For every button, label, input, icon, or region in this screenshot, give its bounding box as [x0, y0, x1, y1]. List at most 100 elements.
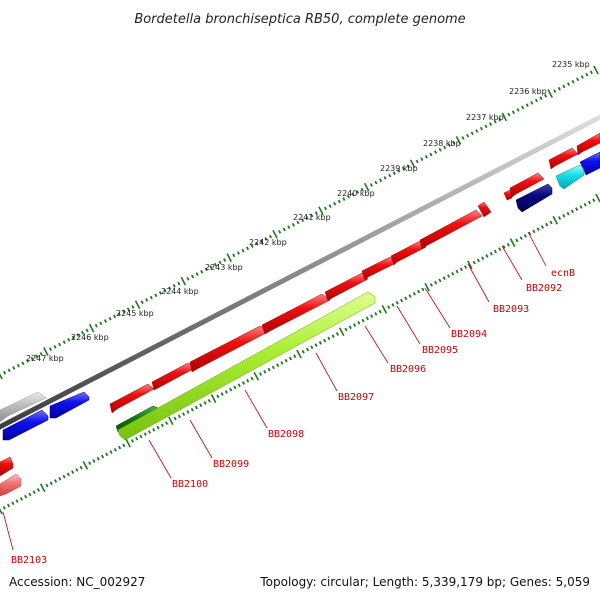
minor-tick: [562, 213, 566, 218]
gene-feature-red[interactable]: [324, 272, 369, 302]
gene-label[interactable]: BB2097: [338, 392, 374, 403]
minor-tick: [472, 260, 476, 265]
minor-tick: [271, 365, 275, 370]
kbp-label: 2240 kbp: [337, 189, 375, 198]
minor-tick: [71, 335, 75, 340]
minor-tick: [94, 323, 98, 328]
minor-tick: [3, 370, 7, 375]
minor-tick: [108, 316, 112, 321]
minor-tick: [328, 204, 332, 208]
gene-feature-pink[interactable]: [0, 473, 22, 497]
minor-tick: [333, 201, 337, 206]
minor-tick: [370, 314, 374, 318]
gene-feature-blue[interactable]: [49, 391, 90, 419]
gene-feature-lime[interactable]: [117, 291, 376, 441]
minor-tick: [282, 227, 286, 232]
minor-tick: [323, 206, 328, 211]
kbp-label: 2244 kbp: [161, 287, 199, 296]
minor-tick: [147, 430, 152, 434]
kbp-label: 2246 kbp: [71, 333, 109, 342]
gene-feature-red[interactable]: [189, 325, 269, 373]
gene-feature-red[interactable]: [419, 209, 483, 250]
minor-tick: [131, 305, 135, 309]
minor-tick: [220, 392, 224, 396]
minor-tick: [357, 320, 361, 325]
minor-tick: [182, 412, 186, 417]
minor-tick: [530, 101, 534, 105]
major-tick: [547, 89, 553, 98]
minor-tick: [306, 347, 310, 352]
minor-tick: [515, 238, 519, 243]
minor-tick: [406, 164, 410, 169]
minor-tick: [424, 154, 428, 159]
minor-tick: [53, 345, 57, 349]
gene-feature-red[interactable]: [503, 189, 513, 201]
gene-label[interactable]: BB2098: [268, 429, 304, 440]
gene-feature-red[interactable]: [477, 201, 492, 218]
map-title: Bordetella bronchiseptica RB50, complete…: [134, 12, 465, 27]
gene-feature-red[interactable]: [109, 383, 155, 414]
minor-tick: [408, 294, 412, 298]
minor-tick: [195, 272, 199, 276]
minor-tick: [415, 159, 419, 164]
minor-tick: [278, 230, 282, 234]
gene-label[interactable]: BB2093: [493, 304, 529, 315]
gene-feature-red[interactable]: [151, 362, 196, 391]
minor-tick: [232, 253, 236, 258]
gene-label[interactable]: BB2094: [451, 329, 487, 340]
minor-tick: [199, 403, 203, 408]
gene-label[interactable]: BB2092: [526, 283, 562, 294]
minor-tick: [337, 199, 341, 204]
gene-feature-navy[interactable]: [515, 183, 553, 213]
minor-tick: [237, 383, 241, 388]
minor-tick: [21, 361, 25, 366]
minor-tick: [259, 239, 263, 244]
gene-label[interactable]: BB2099: [213, 459, 249, 470]
gene-feature-red[interactable]: [548, 147, 579, 170]
gene-feature-red[interactable]: [509, 172, 545, 198]
minor-tick: [421, 287, 425, 292]
minor-tick: [570, 209, 574, 214]
minor-tick: [493, 119, 497, 124]
minor-tick: [464, 265, 468, 269]
gene-feature-gray[interactable]: [0, 391, 47, 423]
inner-scale-ticks: [0, 193, 600, 515]
gene-label[interactable]: BB2103: [11, 555, 47, 566]
minor-tick: [335, 332, 339, 336]
minor-tick: [284, 358, 288, 363]
minor-tick: [476, 258, 480, 263]
minor-tick: [236, 251, 240, 255]
gene-label[interactable]: BB2095: [422, 345, 458, 356]
scale-ticks: [0, 65, 599, 380]
minor-tick: [536, 227, 540, 232]
minor-tick: [429, 283, 433, 287]
minor-tick: [344, 327, 348, 332]
minor-tick: [218, 260, 222, 265]
minor-tick: [145, 298, 149, 302]
minor-tick: [255, 241, 259, 246]
gene-feature-red[interactable]: [0, 456, 14, 477]
gene-feature-cyan[interactable]: [555, 164, 585, 190]
gene-feature-red[interactable]: [261, 293, 331, 335]
minor-tick: [443, 145, 447, 150]
minor-tick: [130, 439, 134, 443]
minor-tick: [351, 192, 355, 197]
gene-feature-blue[interactable]: [2, 409, 49, 441]
gene-label[interactable]: ecnB: [551, 268, 575, 279]
gene-label[interactable]: BB2096: [390, 364, 426, 375]
minor-tick: [99, 321, 103, 326]
gene-label[interactable]: BB2100: [172, 479, 208, 490]
major-tick: [593, 65, 599, 75]
minor-tick: [12, 366, 16, 370]
minor-tick: [96, 456, 100, 461]
minor-tick: [553, 89, 557, 93]
gene-feature-blue[interactable]: [579, 151, 600, 176]
minor-tick: [109, 450, 113, 454]
gene-feature-red[interactable]: [361, 256, 397, 281]
gene-feature-red[interactable]: [576, 132, 600, 156]
gene-feature-red[interactable]: [390, 240, 427, 266]
minor-tick: [117, 312, 121, 316]
minor-tick: [62, 340, 66, 344]
minor-tick: [163, 288, 167, 293]
minor-tick: [493, 249, 497, 254]
